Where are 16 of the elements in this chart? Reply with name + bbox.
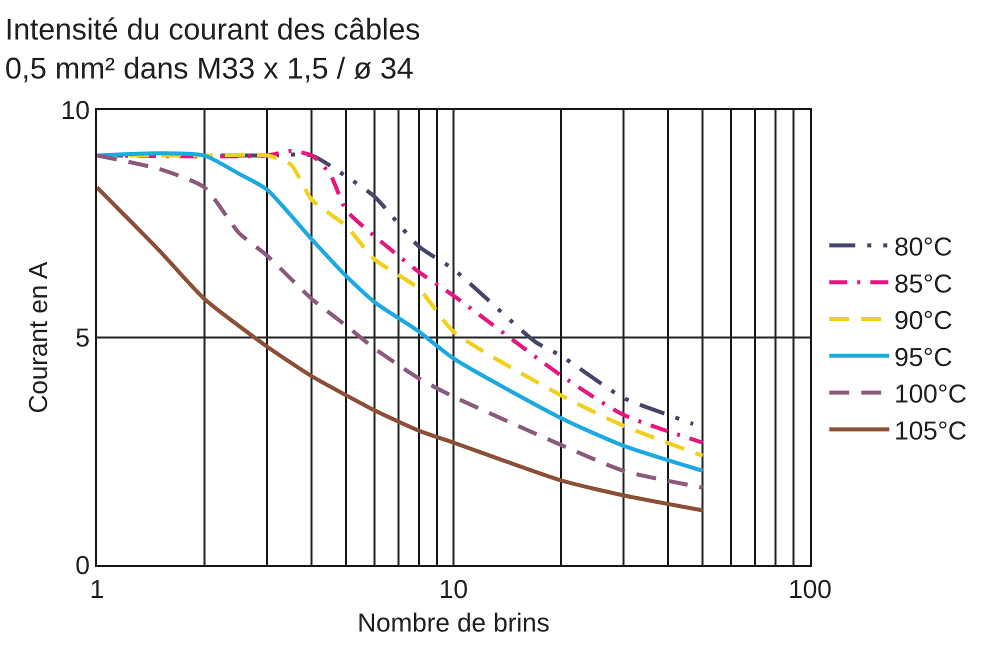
legend-label: 100°C <box>894 378 967 409</box>
legend-label: 80°C <box>894 232 952 262</box>
x-tick-label: 10 <box>439 574 468 604</box>
y-tick-label: 5 <box>75 322 90 353</box>
legend-label: 105°C <box>894 416 967 446</box>
legend-label: 95°C <box>894 342 952 372</box>
y-tick-label: 0 <box>75 550 90 580</box>
x-tick-label: 1 <box>90 574 104 604</box>
x-axis-title: Nombre de brins <box>357 607 550 638</box>
y-axis-title: Courant en A <box>22 260 53 414</box>
chart-title: Intensité du courant des câbles <box>5 14 420 47</box>
legend-label: 90°C <box>894 305 952 336</box>
x-tick-label: 100 <box>788 574 832 604</box>
legend-label: 85°C <box>894 268 952 298</box>
y-tick-label: 10 <box>60 95 90 126</box>
chart-subtitle: 0,5 mm² dans M33 x 1,5 / ø 34 <box>5 52 414 86</box>
